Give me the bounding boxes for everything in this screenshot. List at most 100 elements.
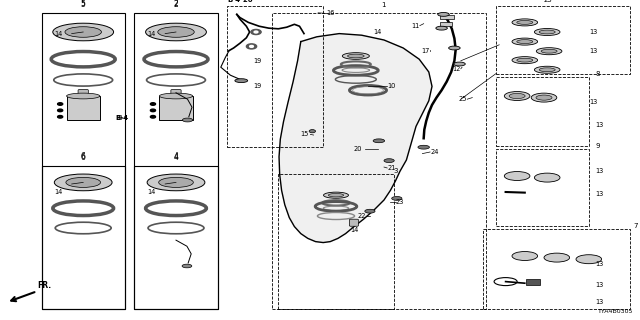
Text: 10: 10: [387, 84, 396, 89]
Ellipse shape: [540, 68, 556, 72]
Circle shape: [58, 109, 63, 112]
Ellipse shape: [182, 118, 193, 122]
Text: 9: 9: [595, 143, 600, 149]
Text: 25: 25: [459, 96, 467, 102]
Ellipse shape: [53, 23, 114, 41]
Ellipse shape: [147, 174, 205, 191]
Text: 11: 11: [412, 23, 420, 28]
Text: FR.: FR.: [37, 281, 51, 290]
FancyBboxPatch shape: [78, 90, 88, 97]
Ellipse shape: [67, 93, 100, 99]
Ellipse shape: [159, 177, 193, 188]
Bar: [496, 149, 589, 226]
Ellipse shape: [534, 28, 560, 36]
Bar: [67, 96, 100, 120]
Ellipse shape: [65, 27, 101, 37]
Text: 19: 19: [253, 84, 261, 89]
Bar: [440, 15, 454, 19]
Text: 2: 2: [173, 0, 179, 9]
Ellipse shape: [365, 209, 375, 213]
Ellipse shape: [328, 194, 344, 197]
Ellipse shape: [531, 93, 557, 102]
Bar: [42, 166, 125, 309]
Text: 14: 14: [373, 29, 381, 35]
Circle shape: [58, 116, 63, 118]
Ellipse shape: [384, 159, 394, 163]
Ellipse shape: [157, 27, 195, 37]
Ellipse shape: [182, 264, 192, 268]
Ellipse shape: [512, 38, 538, 45]
Ellipse shape: [517, 40, 532, 44]
Text: 23: 23: [396, 199, 404, 204]
Bar: [496, 6, 630, 74]
Circle shape: [254, 31, 258, 33]
Bar: [272, 13, 486, 309]
Ellipse shape: [309, 130, 316, 133]
Circle shape: [150, 103, 156, 105]
Text: 1: 1: [381, 2, 385, 8]
Ellipse shape: [436, 26, 447, 30]
Text: 12: 12: [452, 66, 461, 72]
Text: 5: 5: [81, 0, 86, 8]
Circle shape: [150, 109, 156, 112]
Text: 14: 14: [54, 31, 63, 36]
Ellipse shape: [541, 49, 557, 53]
Ellipse shape: [517, 58, 532, 62]
Ellipse shape: [449, 46, 460, 50]
Text: 4: 4: [173, 152, 179, 161]
Bar: [134, 13, 218, 309]
Polygon shape: [279, 34, 432, 243]
Text: 13: 13: [595, 261, 604, 267]
Text: 17: 17: [422, 48, 430, 54]
Text: 8: 8: [595, 71, 600, 77]
Ellipse shape: [342, 53, 369, 59]
Ellipse shape: [454, 62, 465, 66]
Text: 15: 15: [300, 132, 308, 137]
Text: 13: 13: [595, 168, 604, 174]
Ellipse shape: [159, 93, 193, 99]
Bar: [483, 229, 630, 309]
Ellipse shape: [348, 54, 364, 58]
Text: 13: 13: [589, 100, 597, 105]
Text: 19: 19: [253, 58, 261, 64]
Ellipse shape: [146, 23, 206, 41]
Text: 3: 3: [394, 168, 398, 174]
Ellipse shape: [517, 20, 532, 24]
Bar: [159, 96, 193, 120]
Text: 13: 13: [595, 300, 604, 305]
Ellipse shape: [536, 95, 552, 100]
Ellipse shape: [512, 19, 538, 26]
Circle shape: [246, 44, 257, 49]
Text: 13: 13: [595, 191, 604, 196]
Bar: [440, 22, 452, 26]
Text: 20: 20: [353, 146, 362, 152]
Ellipse shape: [540, 30, 556, 34]
Bar: [278, 174, 394, 309]
Ellipse shape: [392, 196, 402, 200]
Ellipse shape: [235, 79, 248, 83]
Circle shape: [251, 29, 261, 35]
Ellipse shape: [438, 12, 449, 16]
Circle shape: [150, 116, 156, 118]
Text: 2: 2: [173, 0, 179, 8]
Text: 21: 21: [387, 165, 396, 171]
Text: B-4: B-4: [118, 116, 129, 121]
Ellipse shape: [373, 139, 385, 143]
Ellipse shape: [536, 48, 562, 55]
Text: 13: 13: [595, 122, 604, 128]
Text: 14: 14: [351, 228, 359, 233]
Text: 5: 5: [81, 0, 86, 9]
Text: 4: 4: [173, 153, 179, 162]
Circle shape: [250, 45, 253, 47]
Ellipse shape: [54, 174, 112, 191]
Text: B-4: B-4: [115, 116, 129, 121]
Text: TYA4B0305: TYA4B0305: [598, 309, 634, 314]
Text: 6: 6: [81, 152, 86, 161]
Ellipse shape: [418, 145, 429, 149]
Bar: [227, 6, 323, 147]
Text: 7: 7: [634, 223, 638, 229]
Bar: [42, 13, 125, 309]
Text: 13: 13: [589, 48, 597, 54]
Ellipse shape: [504, 92, 530, 100]
Text: 14: 14: [147, 189, 156, 195]
